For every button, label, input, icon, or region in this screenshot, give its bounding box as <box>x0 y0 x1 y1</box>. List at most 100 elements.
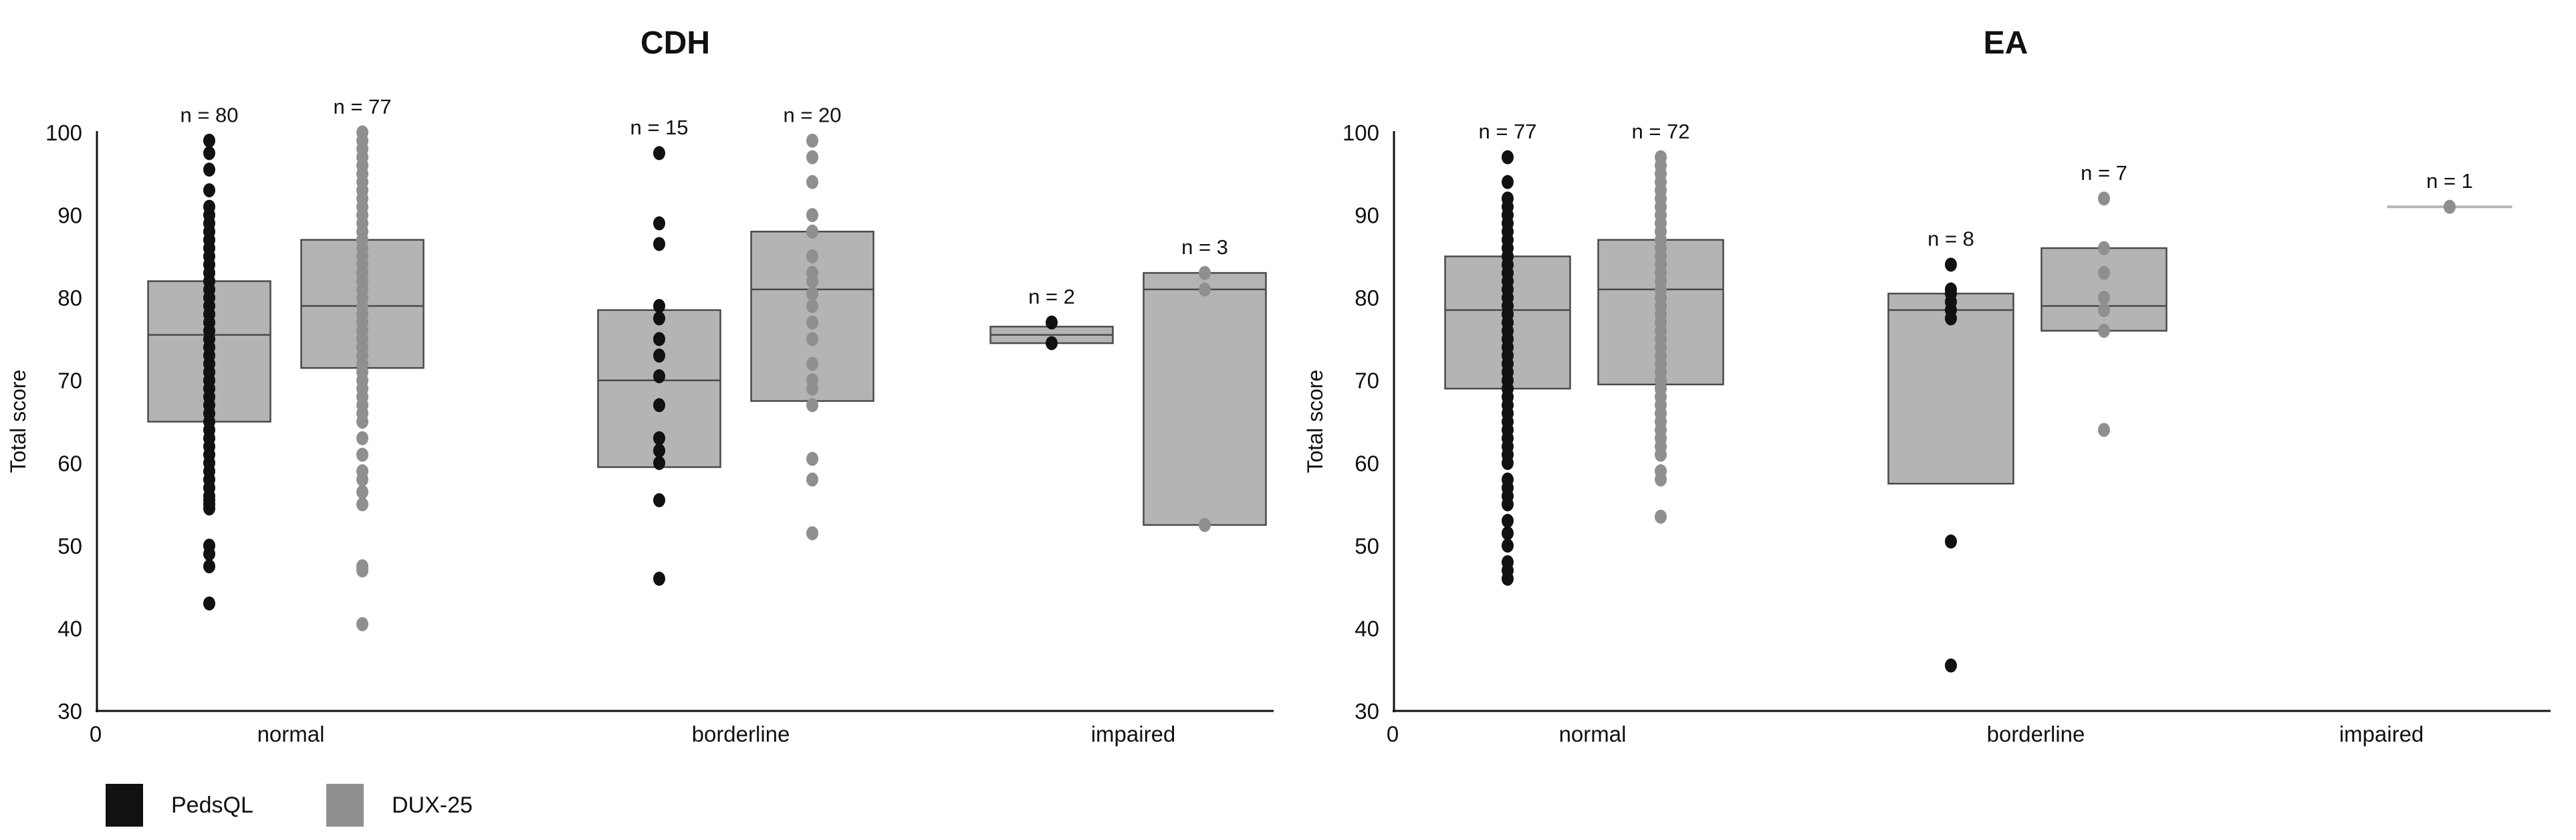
data-point <box>356 617 368 631</box>
data-point <box>1199 282 1211 297</box>
x-origin-label: 0 <box>90 722 102 746</box>
data-point <box>806 133 818 148</box>
data-point <box>806 266 818 280</box>
data-point <box>2098 191 2110 206</box>
n-count-label: n = 7 <box>2081 161 2127 185</box>
data-point <box>1655 464 1667 479</box>
data-point <box>806 315 818 330</box>
y-tick-label: 30 <box>1355 699 1379 724</box>
data-point <box>653 369 665 384</box>
data-point <box>1945 534 1957 549</box>
data-point <box>653 348 665 363</box>
data-point <box>203 596 215 611</box>
data-point <box>806 356 818 371</box>
y-tick-label: 80 <box>1355 286 1379 310</box>
y-tick-label: 60 <box>57 451 82 476</box>
data-point <box>806 451 818 466</box>
data-point <box>653 311 665 326</box>
data-point <box>356 464 368 479</box>
y-tick-label: 100 <box>1342 120 1379 145</box>
data-point <box>1502 514 1514 528</box>
data-point <box>203 538 215 553</box>
data-point <box>1502 191 1514 206</box>
data-point <box>356 447 368 462</box>
data-point <box>1046 336 1058 350</box>
box-rect <box>1143 272 1267 526</box>
legend-swatch <box>326 784 364 827</box>
x-category-label: borderline <box>692 722 790 746</box>
data-point <box>806 398 818 413</box>
data-point <box>1199 266 1211 280</box>
x-category-label: borderline <box>1987 722 2085 746</box>
n-count-label: n = 8 <box>1927 227 1974 251</box>
data-point <box>806 224 818 239</box>
data-point <box>203 133 215 148</box>
data-point <box>203 163 215 177</box>
x-category-label: impaired <box>2339 722 2424 746</box>
data-point <box>1655 150 1667 165</box>
data-point <box>1945 257 1957 272</box>
data-point <box>1502 175 1514 189</box>
data-point <box>653 332 665 346</box>
y-axis-label: Total score <box>1303 370 1327 474</box>
data-point <box>1046 315 1058 330</box>
y-tick-label: 40 <box>57 616 82 641</box>
data-point <box>653 455 665 470</box>
data-point <box>653 216 665 231</box>
data-point <box>203 183 215 197</box>
y-axis-label: Total score <box>6 370 30 474</box>
data-point <box>2098 266 2110 280</box>
data-point <box>1502 472 1514 487</box>
legend-label: DUX-25 <box>392 793 473 818</box>
y-tick-label: 40 <box>1355 616 1379 641</box>
data-point <box>806 299 818 313</box>
chart-title: EA <box>1984 25 2028 61</box>
data-point <box>653 299 665 313</box>
data-point <box>653 398 665 413</box>
data-point <box>806 472 818 487</box>
box-rect <box>2040 247 2168 332</box>
data-point <box>806 249 818 264</box>
data-point <box>203 199 215 214</box>
x-category-label: normal <box>1559 722 1627 746</box>
data-point <box>1199 518 1211 532</box>
n-count-label: n = 77 <box>333 95 391 118</box>
data-point <box>356 431 368 445</box>
data-point <box>2098 324 2110 338</box>
n-count-label: n = 20 <box>783 103 841 126</box>
data-point <box>2098 423 2110 437</box>
chart-title: CDH <box>640 25 710 61</box>
data-point <box>2098 290 2110 305</box>
legend-swatch <box>106 784 143 827</box>
data-point <box>2444 199 2456 214</box>
y-tick-label: 90 <box>57 203 82 228</box>
data-point <box>203 146 215 161</box>
data-point <box>203 559 215 574</box>
data-point <box>653 571 665 586</box>
y-tick-label: 50 <box>1355 534 1379 558</box>
data-point <box>806 208 818 223</box>
y-tick-label: 60 <box>1355 451 1379 476</box>
data-point <box>356 497 368 512</box>
data-point <box>806 150 818 165</box>
data-point <box>1502 150 1514 165</box>
x-origin-label: 0 <box>1387 722 1399 746</box>
data-point <box>653 146 665 161</box>
n-count-label: n = 2 <box>1028 285 1075 308</box>
data-point <box>1945 658 1957 673</box>
data-point <box>653 493 665 508</box>
y-tick-label: 70 <box>57 369 82 393</box>
data-point <box>1502 526 1514 540</box>
n-count-label: n = 80 <box>180 103 238 126</box>
data-point <box>356 559 368 574</box>
data-point <box>806 332 818 346</box>
data-point <box>653 431 665 445</box>
x-category-label: normal <box>257 722 325 746</box>
data-point <box>806 175 818 189</box>
n-count-label: n = 3 <box>1181 235 1228 259</box>
legend-label: PedsQL <box>171 793 253 818</box>
data-point <box>1655 510 1667 524</box>
n-count-label: n = 72 <box>1631 120 1689 143</box>
y-tick-label: 80 <box>57 286 82 310</box>
data-point <box>1945 282 1957 297</box>
